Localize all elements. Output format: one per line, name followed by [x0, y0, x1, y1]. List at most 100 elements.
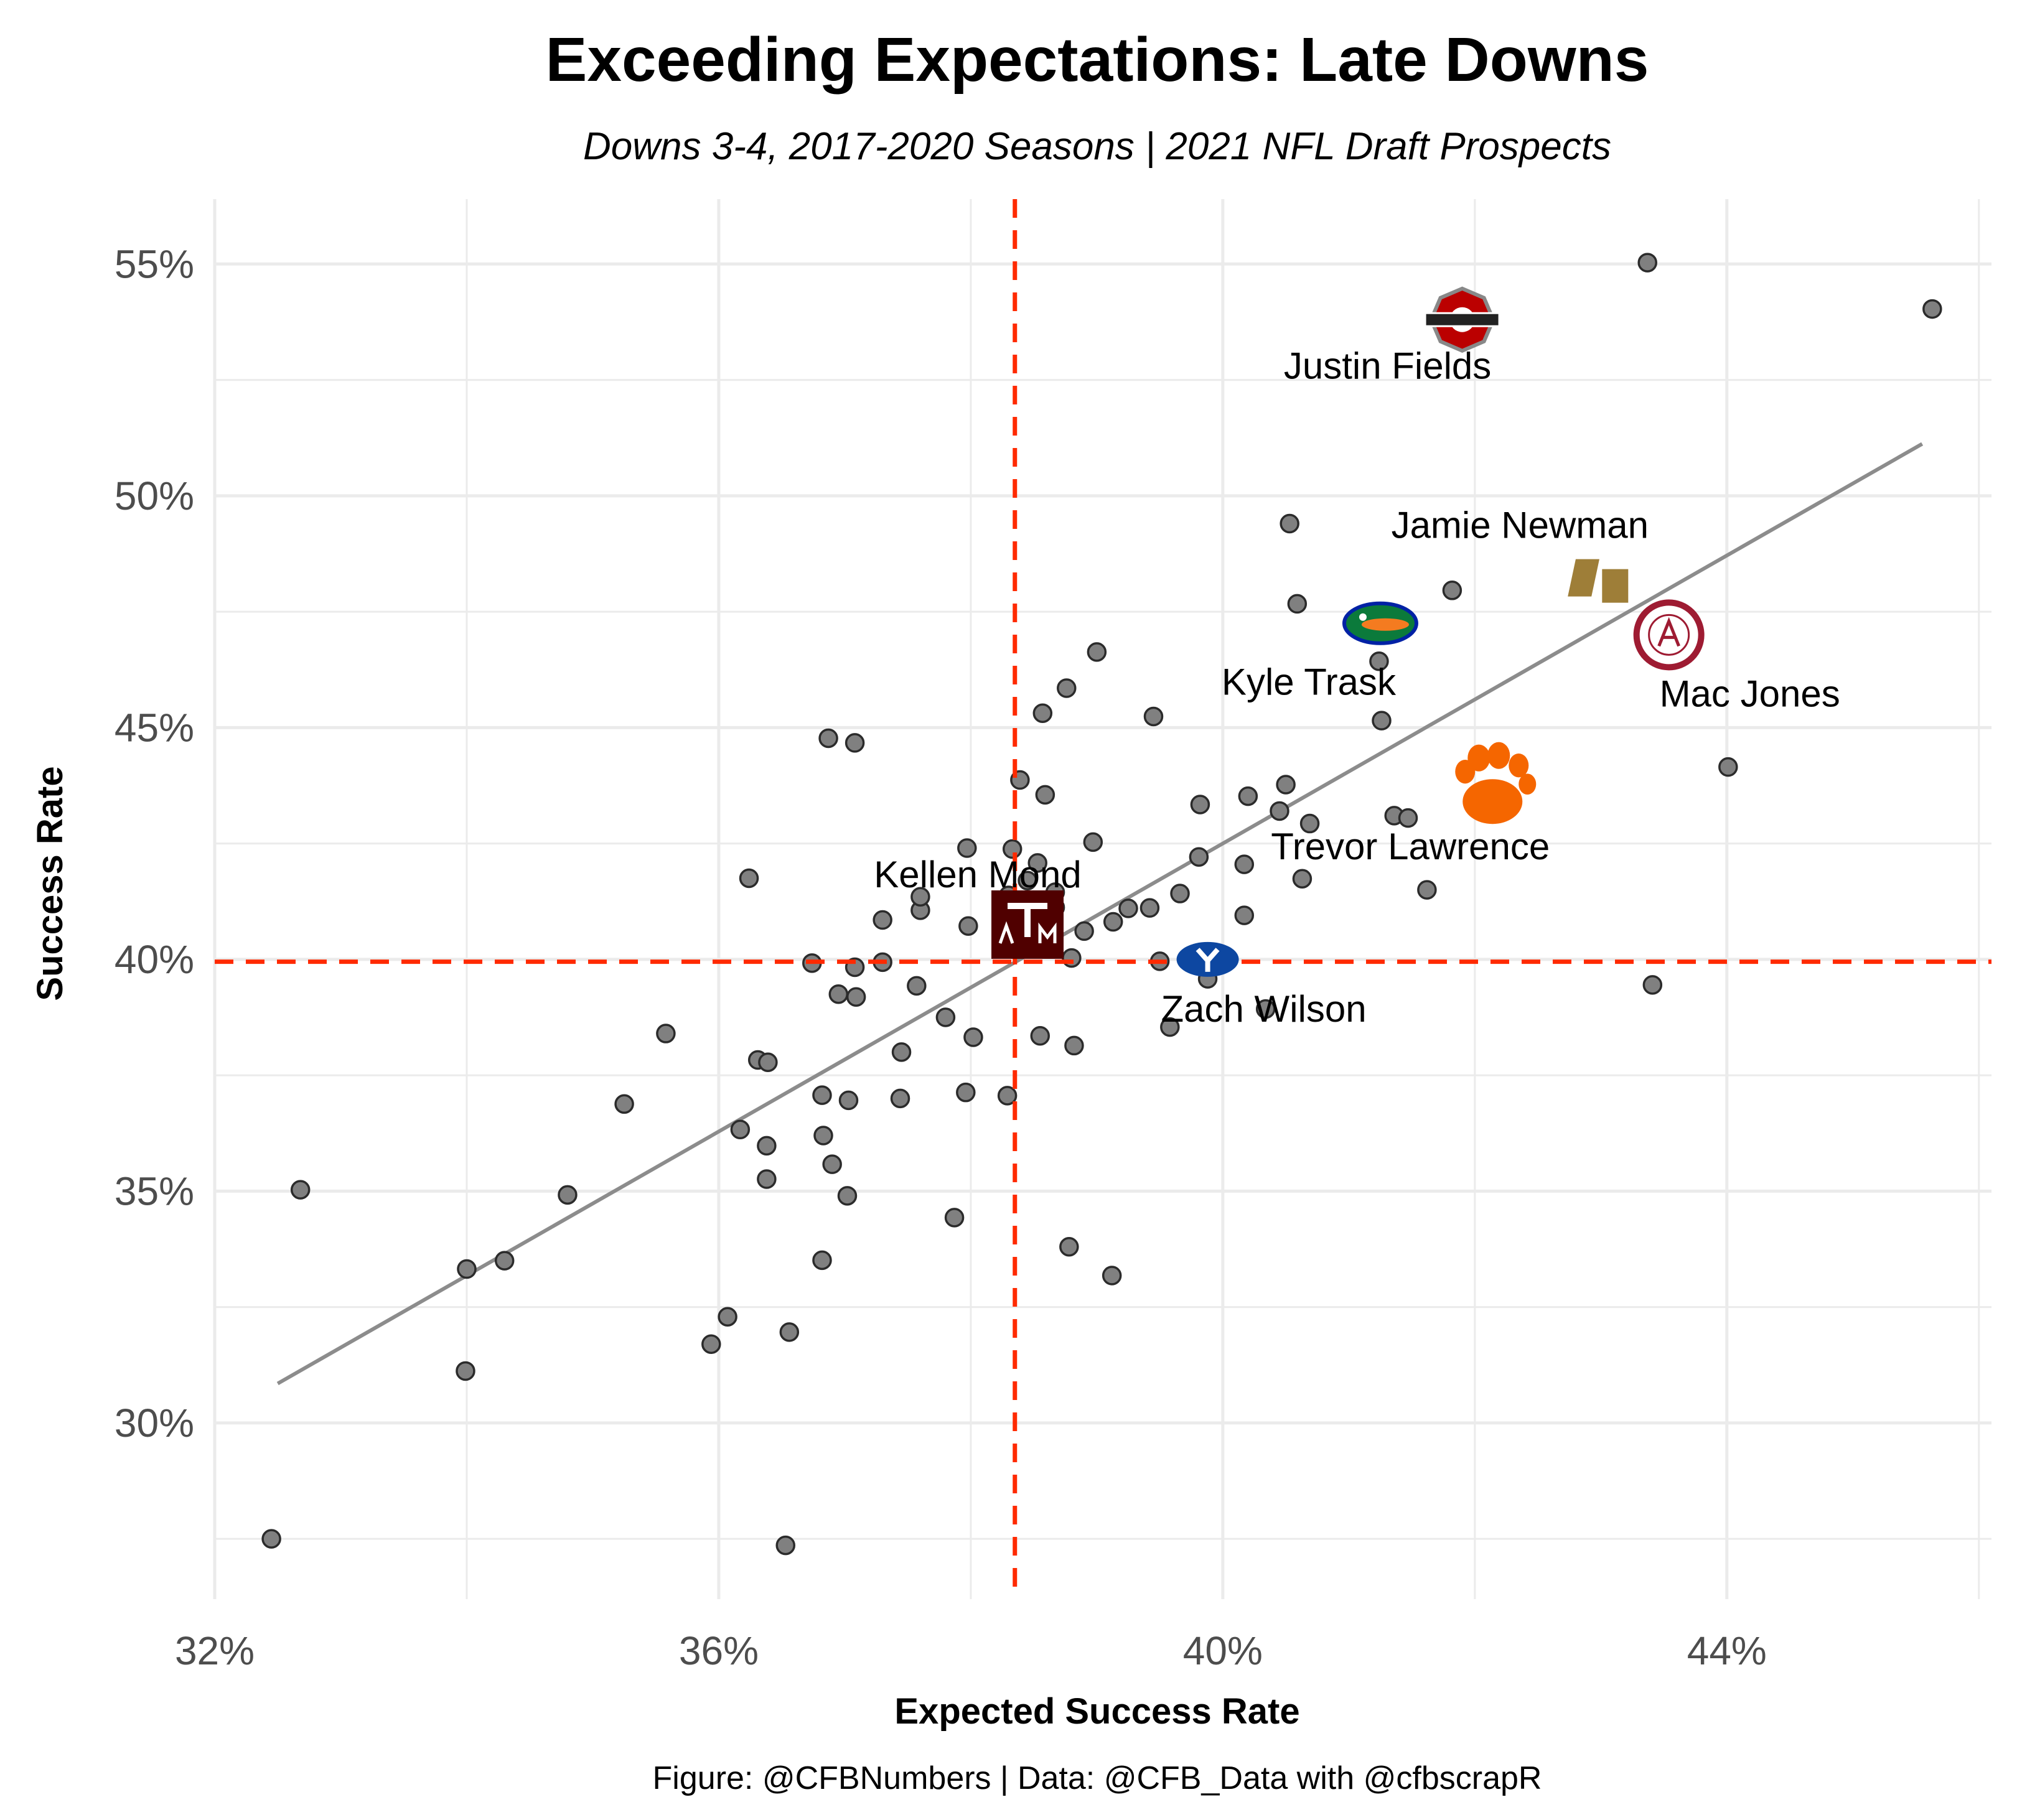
scatter-point — [910, 887, 930, 907]
scatter-point — [1637, 253, 1657, 273]
player-label: Zach Wilson — [1161, 988, 1367, 1030]
player-label: Kyle Trask — [1222, 661, 1397, 703]
scatter-point — [997, 1086, 1018, 1106]
scatter-point — [1189, 847, 1209, 867]
scatter-point — [1190, 795, 1210, 814]
scatter-point — [718, 1307, 737, 1327]
scatter-point — [1062, 948, 1082, 968]
scatter-point — [873, 910, 892, 930]
scatter-point — [1276, 775, 1296, 795]
scatter-point — [1103, 912, 1123, 932]
y-tick-label: 40% — [115, 937, 194, 982]
scatter-point — [1234, 905, 1255, 925]
trend-line — [276, 442, 1924, 1386]
scatter-point — [775, 1535, 795, 1556]
scatter-point — [701, 1334, 721, 1354]
scatter-point — [958, 916, 978, 936]
scatter-point — [1718, 757, 1738, 777]
wake-forest-logo — [1568, 559, 1629, 603]
scatter-point — [1270, 801, 1289, 821]
scatter-point — [1442, 581, 1462, 600]
y-tick-label: 55% — [115, 241, 194, 286]
x-axis-tick-labels: 32% 36% 40% 44% — [175, 1628, 1767, 1673]
ohio-state-logo — [1425, 286, 1500, 353]
x-axis-title: Expected Success Rate — [894, 1691, 1299, 1732]
scatter-point — [558, 1185, 578, 1205]
scatter-point — [1057, 678, 1077, 698]
y-axis-tick-labels: 30% 35% 40% 45% 50% 55% — [115, 241, 194, 1445]
scatter-point — [963, 1027, 983, 1047]
scatter-point — [739, 868, 759, 889]
scatter-point — [838, 1090, 859, 1111]
scatter-point — [1280, 513, 1299, 534]
chart-title: Exceeding Expectations: Late Downs — [546, 25, 1649, 95]
scatter-point — [290, 1180, 311, 1200]
byu-logo — [1176, 941, 1239, 977]
scatter-point — [935, 1007, 956, 1027]
scatter-point — [1027, 853, 1047, 873]
y-axis-title: Success Rate — [30, 766, 70, 1001]
scatter-point — [1287, 594, 1308, 614]
scatter-point — [1299, 813, 1320, 834]
player-label: Justin Fields — [1284, 345, 1491, 387]
y-tick-label: 45% — [115, 705, 194, 750]
x-tick-label: 44% — [1687, 1628, 1767, 1673]
scatter-point — [957, 838, 977, 858]
texas-am-logo — [991, 890, 1064, 959]
scatter-point — [1255, 999, 1276, 1019]
scatter-point — [457, 1259, 477, 1279]
scatter-point — [812, 1085, 832, 1105]
clemson-paw-logo — [1455, 742, 1537, 824]
player-label: Kellen Mond — [874, 854, 1082, 895]
scatter-point — [1035, 785, 1055, 805]
chart-subtitle: Downs 3-4, 2017-2020 Seasons | 2021 NFL … — [583, 125, 1611, 168]
scatter-point — [891, 1042, 912, 1062]
scatter-point — [494, 1251, 515, 1271]
scatter-point — [1143, 706, 1164, 727]
scatter-point — [1642, 975, 1663, 995]
scatter-point — [1234, 854, 1255, 874]
y-tick-label: 35% — [115, 1169, 194, 1213]
scatter-point — [779, 1322, 800, 1342]
scatter-point — [730, 1119, 751, 1140]
scatter-point — [1372, 711, 1392, 730]
scatter-point — [845, 733, 865, 753]
scatter-point — [813, 1126, 833, 1146]
scatter-point — [956, 1082, 976, 1103]
x-tick-label: 36% — [679, 1628, 759, 1673]
scatter-point — [261, 1529, 281, 1549]
scatter-point — [1087, 642, 1107, 662]
florida-gator-logo — [1342, 601, 1418, 645]
scatter-point — [1292, 869, 1313, 889]
scatter-point — [1369, 651, 1389, 671]
scatter-point — [1032, 703, 1053, 723]
y-tick-label: 50% — [115, 474, 194, 518]
scatter-point — [907, 976, 927, 996]
trend-line-group — [276, 442, 1924, 1386]
scatter-point — [656, 1024, 676, 1043]
chart-caption: Figure: @CFBNumbers | Data: @CFB_Data wi… — [653, 1760, 1542, 1796]
data-points — [261, 253, 1942, 1556]
player-label: Trevor Lawrence — [1271, 826, 1550, 867]
player-label: Jamie Newman — [1392, 505, 1649, 546]
scatter-point — [1238, 786, 1258, 806]
scatter-point — [1922, 299, 1942, 319]
scatter-point — [1170, 884, 1190, 903]
scatter-point — [758, 1052, 778, 1073]
scatter-point — [1417, 880, 1437, 900]
scatter-point — [456, 1361, 475, 1381]
scatter-point — [890, 1088, 910, 1109]
scatter-point — [837, 1186, 858, 1206]
scatter-point — [828, 984, 849, 1004]
scatter-point — [1118, 898, 1138, 918]
scatter-point — [757, 1169, 777, 1189]
scatter-point — [944, 1208, 965, 1228]
scatter-point — [1102, 1266, 1122, 1286]
x-tick-label: 32% — [175, 1628, 255, 1673]
scatter-point — [1074, 921, 1094, 941]
highlighted-players: Justin Fields Jamie Newman Mac Jones Kyle T… — [874, 286, 1840, 1030]
scatter-point — [1160, 1017, 1180, 1037]
scatter-point — [757, 1136, 777, 1156]
y-tick-label: 30% — [115, 1401, 194, 1445]
